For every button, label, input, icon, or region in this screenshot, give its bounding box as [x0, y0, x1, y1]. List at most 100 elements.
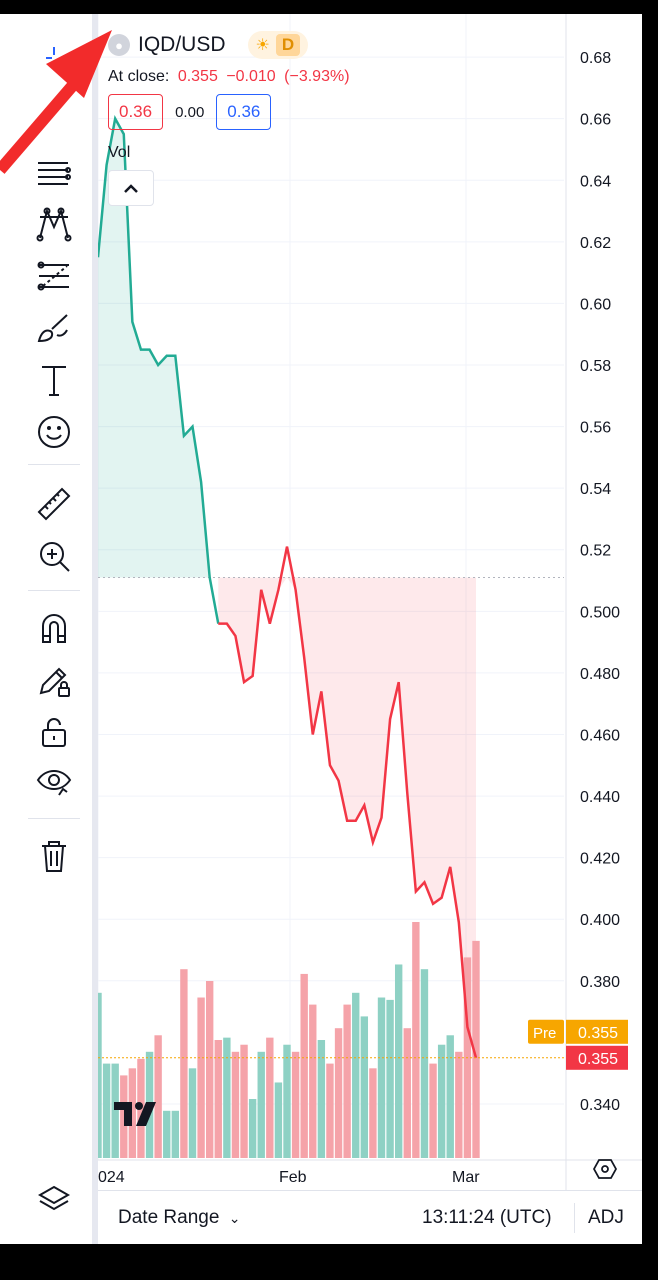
adjust-button[interactable]: ADJ: [588, 1207, 624, 1228]
volume-bar: [102, 1063, 111, 1158]
volume-label: Vol: [108, 144, 131, 161]
volume-bar: [283, 1044, 291, 1158]
date-range-label: Date Range: [118, 1207, 220, 1228]
app-screen: 0.68 0.66 0.64 0.62 0.60 0.58 0.56 0.54 0.52 0.50…: [0, 14, 642, 1244]
chart-settings-button[interactable]: [590, 1154, 620, 1184]
y-axis-tick-label: 0.460: [580, 727, 620, 744]
volume-bar: [274, 1082, 283, 1158]
volume-bar: [352, 992, 360, 1158]
sell-price-button[interactable]: 0.36: [108, 94, 164, 130]
pre-market-price: 0.355: [578, 1025, 618, 1042]
delete-button[interactable]: [26, 834, 82, 878]
date-range-button[interactable]: Date Range ⌄: [118, 1207, 240, 1229]
volume-bar: [317, 1040, 326, 1158]
magnet-icon: [42, 614, 66, 643]
volume-bar: [248, 1099, 257, 1158]
horizontal-lines-icon: [38, 162, 71, 185]
layers-icon: [37, 1185, 71, 1211]
y-axis-tick-label: 0.500: [580, 604, 620, 621]
pattern-tool-button[interactable]: [26, 202, 82, 246]
volume-bar: [231, 1051, 240, 1158]
tradingview-logo: [114, 1102, 156, 1126]
y-axis-tick-label: 0.380: [580, 974, 620, 991]
trend-line-tool-button[interactable]: [26, 152, 82, 196]
spread-value: 0.00: [175, 103, 205, 121]
emoji-tool-button[interactable]: [26, 410, 82, 454]
y-axis-tick-label: 0.54: [580, 481, 611, 498]
bottom-divider: [574, 1203, 575, 1233]
buy-price-button[interactable]: 0.36: [216, 94, 272, 130]
volume-bar: [128, 1068, 137, 1158]
volume-bar: [111, 1063, 119, 1158]
sun-icon: ☀: [255, 37, 270, 54]
volume-bar: [446, 1035, 454, 1158]
volume-bar: [403, 1028, 411, 1158]
smiley-icon: [38, 416, 70, 448]
volume-bar: [257, 1051, 265, 1158]
volume-bar: [326, 1063, 334, 1158]
at-close-label: At close:: [108, 68, 170, 85]
pencil-lock-icon: [39, 667, 70, 697]
x-axis-tick-label: Mar: [452, 1169, 480, 1186]
zoom-in-button[interactable]: [26, 534, 82, 578]
y-axis-tick-label: 0.68: [580, 50, 611, 67]
hide-drawings-button[interactable]: [26, 760, 82, 804]
utc-clock[interactable]: 13:11:24 (UTC): [422, 1207, 552, 1228]
price-chart[interactable]: 0.68 0.66 0.64 0.62 0.60 0.58 0.56 0.54 0.52 0.50…: [98, 14, 642, 1190]
brush-tool-button[interactable]: [26, 306, 82, 350]
object-tree-button[interactable]: [26, 1178, 82, 1222]
x-axis-tick-label: Feb: [279, 1169, 307, 1186]
y-axis-tick-label: 0.400: [580, 912, 620, 929]
lock-drawings-button[interactable]: [26, 658, 82, 702]
measure-tool-button[interactable]: [26, 482, 82, 526]
crosshair-icon: [46, 47, 55, 59]
toolbar-divider: [28, 464, 80, 465]
volume-bar: [377, 997, 386, 1158]
volume-bar: [300, 973, 308, 1158]
crosshair-tool-button[interactable]: [26, 36, 82, 80]
close-info: At close: 0.355 −0.010 (−3.93%): [108, 68, 350, 86]
brush-icon: [37, 314, 68, 343]
text-tool-button[interactable]: [26, 358, 82, 402]
zoom-in-icon: [40, 542, 70, 572]
toolbar-edge: [92, 14, 98, 1244]
toolbar-divider: [28, 818, 80, 819]
collapse-legend-button[interactable]: [108, 170, 154, 206]
x-axis-tick-label: 024: [98, 1169, 125, 1186]
volume-bar: [291, 1051, 300, 1158]
symbol-name[interactable]: IQD/USD: [138, 33, 226, 56]
volume-bar: [437, 1044, 446, 1158]
text-icon: [42, 366, 66, 396]
y-axis-tick-label: 0.480: [580, 666, 620, 683]
volume-bar: [420, 969, 429, 1158]
toolbar-divider: [28, 590, 80, 591]
volume-bar: [429, 1063, 437, 1158]
trash-icon: [42, 841, 66, 872]
volume-bar: [472, 940, 480, 1158]
volume-bar: [197, 997, 205, 1158]
last-price-label: 0.355: [578, 1051, 618, 1068]
unlock-icon: [42, 718, 66, 747]
volume-bar: [154, 1035, 162, 1158]
volume-bar: [266, 1037, 274, 1158]
magnet-button[interactable]: [26, 606, 82, 650]
bottom-bar: Date Range ⌄ 13:11:24 (UTC) ADJ: [98, 1190, 642, 1244]
volume-bar: [343, 1004, 351, 1158]
close-price: 0.355: [177, 68, 218, 85]
y-axis-tick-label: 0.340: [580, 1097, 620, 1114]
volume-bar: [386, 999, 394, 1158]
volume-bar: [171, 1110, 180, 1158]
ruler-icon: [37, 487, 71, 521]
chart-pane[interactable]: 0.68 0.66 0.64 0.62 0.60 0.58 0.56 0.54 0.52 0.50…: [98, 14, 642, 1244]
price-line-down: [218, 546, 478, 1059]
legend: ● IQD/USD ☀ D At close: 0.355 −0.010 (−3…: [108, 30, 350, 206]
volume-bar: [98, 992, 102, 1158]
pre-market-price-bg: [566, 1019, 628, 1044]
y-axis-tick-label: 0.56: [580, 420, 611, 437]
session-badge[interactable]: ☀ D: [247, 31, 309, 59]
y-axis-tick-label: 0.60: [580, 296, 611, 313]
volume-bar: [180, 969, 188, 1158]
unlock-button[interactable]: [26, 710, 82, 754]
volume-bar: [412, 922, 420, 1158]
fib-tool-button[interactable]: [26, 254, 82, 298]
